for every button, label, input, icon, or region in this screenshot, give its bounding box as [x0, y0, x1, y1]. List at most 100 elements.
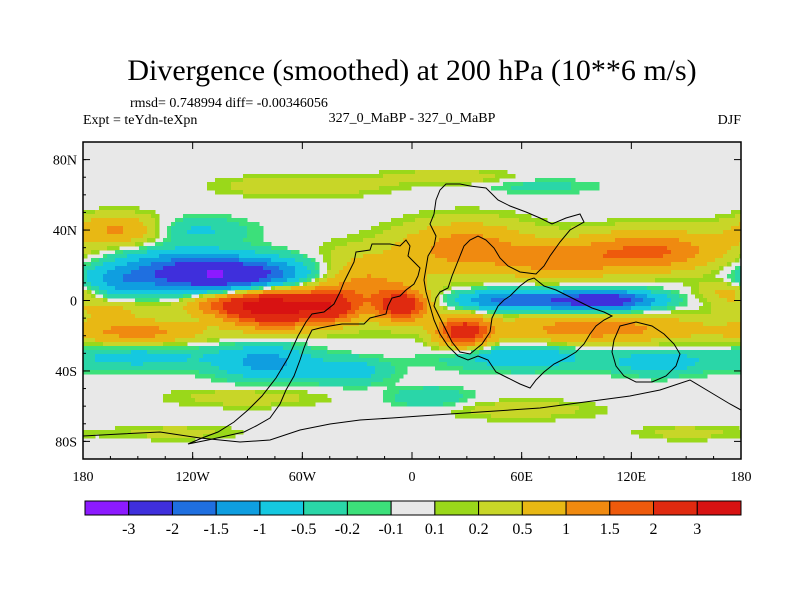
field-cell: [499, 270, 504, 275]
field-cell: [619, 330, 624, 335]
field-cell: [271, 330, 276, 335]
field-cell: [199, 218, 204, 223]
field-cell: [715, 250, 720, 255]
field-cell: [475, 294, 480, 299]
field-cell: [371, 270, 376, 275]
field-cell: [123, 214, 128, 219]
field-cell: [527, 250, 532, 255]
field-cell: [619, 262, 624, 267]
field-cell: [703, 310, 708, 315]
field-cell: [231, 186, 236, 191]
field-cell: [711, 218, 716, 223]
field-cell: [299, 270, 304, 275]
field-cell: [195, 278, 200, 283]
field-cell: [87, 278, 92, 283]
field-cell: [731, 226, 736, 231]
field-cell: [655, 330, 660, 335]
field-cell: [595, 266, 600, 271]
field-cell: [491, 322, 496, 327]
field-cell: [723, 282, 728, 287]
field-cell: [235, 318, 240, 323]
field-cell: [87, 306, 92, 311]
field-cell: [363, 182, 368, 187]
field-cell: [135, 226, 140, 231]
field-cell: [331, 274, 336, 279]
field-cell: [147, 290, 152, 295]
field-cell: [547, 306, 552, 311]
field-cell: [107, 242, 112, 247]
field-cell: [287, 322, 292, 327]
field-cell: [487, 302, 492, 307]
field-cell: [207, 218, 212, 223]
field-cell: [567, 250, 572, 255]
field-cell: [231, 178, 236, 183]
field-cell: [727, 250, 732, 255]
field-cell: [563, 314, 568, 319]
field-cell: [95, 210, 100, 215]
field-cell: [399, 282, 404, 287]
field-cell: [711, 326, 716, 331]
field-cell: [503, 238, 508, 243]
field-cell: [179, 282, 184, 287]
field-cell: [291, 322, 296, 327]
field-cell: [363, 322, 368, 327]
field-cell: [563, 190, 568, 195]
field-cell: [739, 282, 741, 287]
field-cell: [571, 322, 576, 327]
field-cell: [187, 294, 192, 299]
field-cell: [495, 314, 500, 319]
field-cell: [411, 222, 416, 227]
field-cell: [415, 314, 420, 319]
field-cell: [355, 326, 360, 331]
field-cell: [735, 322, 740, 327]
field-cell: [159, 270, 164, 275]
field-cell: [679, 330, 684, 335]
field-cell: [219, 302, 224, 307]
field-cell: [723, 290, 728, 295]
field-cell: [439, 266, 444, 271]
field-cell: [247, 258, 252, 263]
field-cell: [95, 230, 100, 235]
field-cell: [587, 322, 592, 327]
field-cell: [483, 242, 488, 247]
field-cell: [387, 174, 392, 179]
field-cell: [595, 238, 600, 243]
field-cell: [227, 298, 232, 303]
field-cell: [591, 294, 596, 299]
field-cell: [251, 306, 256, 311]
field-cell: [347, 274, 352, 279]
field-cell: [535, 294, 540, 299]
field-cell: [495, 294, 500, 299]
field-cell: [235, 298, 240, 303]
field-cell: [619, 222, 624, 227]
field-cell: [403, 302, 408, 307]
field-cell: [383, 262, 388, 267]
field-cell: [655, 290, 660, 295]
field-cell: [419, 214, 424, 219]
field-cell: [259, 298, 264, 303]
field-cell: [295, 290, 300, 295]
field-cell: [363, 186, 368, 191]
field-cell: [223, 318, 228, 323]
field-cell: [679, 318, 684, 323]
field-cell: [107, 302, 112, 307]
field-cell: [683, 258, 688, 263]
field-cell: [135, 306, 140, 311]
field-cell: [427, 282, 432, 287]
field-cell: [135, 230, 140, 235]
field-cell: [391, 322, 396, 327]
field-cell: [535, 238, 540, 243]
field-cell: [379, 290, 384, 295]
field-cell: [415, 274, 420, 279]
field-cell: [323, 302, 328, 307]
field-cell: [595, 274, 600, 279]
field-cell: [179, 278, 184, 283]
field-cell: [167, 262, 172, 267]
field-cell: [155, 298, 160, 303]
field-cell: [143, 290, 148, 295]
field-cell: [571, 242, 576, 247]
field-cell: [143, 314, 148, 319]
field-cell: [183, 330, 188, 335]
field-cell: [127, 286, 132, 291]
field-cell: [147, 326, 152, 331]
